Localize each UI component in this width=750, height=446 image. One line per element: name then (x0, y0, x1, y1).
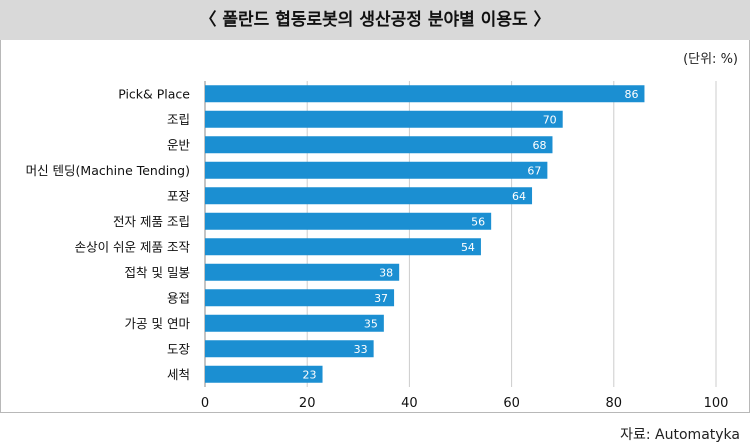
bar (205, 161, 548, 179)
data-label: 56 (471, 215, 485, 228)
source-label: 자료: Automatyka (620, 427, 740, 443)
category-label: 운반 (167, 137, 191, 152)
category-label: 접착 및 밀봉 (125, 265, 190, 280)
category-label: 전자 제품 조립 (113, 214, 190, 229)
bar (205, 187, 533, 205)
chart-title: 〈 폴란드 협동로봇의 생산공정 분야별 이용도 〉 (199, 10, 551, 30)
x-tick-label: 40 (401, 396, 418, 411)
x-tick-label: 20 (299, 396, 316, 411)
bar (205, 314, 384, 332)
data-label: 38 (379, 266, 393, 279)
data-label: 67 (527, 164, 541, 177)
category-label: Pick& Place (118, 86, 190, 101)
bar (205, 340, 374, 358)
data-label: 68 (532, 139, 546, 152)
category-label: 세척 (167, 367, 190, 382)
category-label: 조립 (167, 112, 190, 127)
bar (205, 238, 481, 256)
data-label: 86 (624, 88, 638, 101)
bar (205, 365, 323, 383)
bar (205, 212, 492, 230)
bar (205, 85, 645, 103)
x-tick-label: 100 (704, 396, 729, 411)
category-label: 도장 (167, 341, 191, 356)
bar (205, 110, 563, 128)
data-label: 23 (303, 368, 317, 381)
unit-label: (단위: %) (683, 52, 738, 67)
data-label: 54 (461, 241, 475, 254)
bar (205, 136, 553, 154)
category-label: 용접 (167, 290, 190, 305)
bar (205, 263, 400, 281)
category-label: 손상이 쉬운 제품 조작 (75, 239, 191, 254)
data-label: 37 (374, 292, 388, 305)
data-label: 35 (364, 317, 378, 330)
data-label: 64 (512, 190, 526, 203)
data-label: 70 (543, 113, 557, 126)
bar (205, 289, 395, 307)
title-bar (0, 0, 750, 40)
data-label: 33 (354, 343, 368, 356)
category-label: 포장 (167, 188, 191, 203)
category-label: 가공 및 연마 (125, 316, 191, 331)
category-label: 머신 텐딩(Machine Tending) (26, 163, 190, 178)
x-tick-label: 60 (503, 396, 520, 411)
x-tick-label: 80 (606, 396, 623, 411)
x-tick-label: 0 (201, 396, 209, 411)
